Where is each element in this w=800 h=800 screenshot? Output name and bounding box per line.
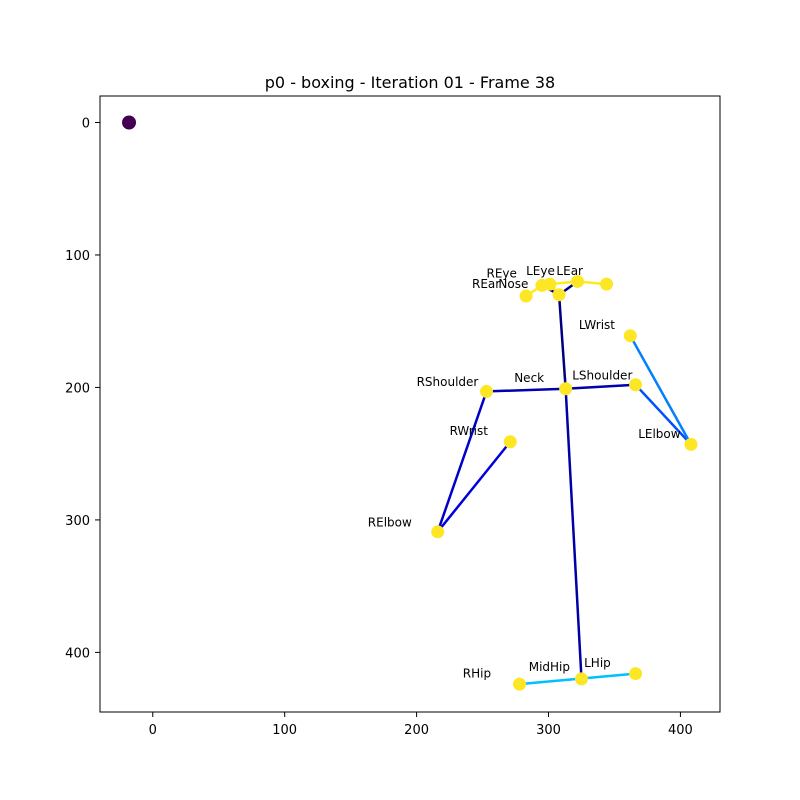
bone-nose-neck [557, 293, 567, 391]
x-tick-label: 300 [536, 723, 561, 738]
joint-point-neck [559, 382, 573, 396]
joint-label-leye: LEye [526, 264, 555, 278]
bone-rshoulder-relbow [436, 390, 488, 534]
x-tick-label: 0 [149, 723, 157, 738]
joint-point-lwrist [623, 329, 637, 343]
bone-lelbow-lwrist [629, 334, 693, 446]
joint-point-lshoulder [629, 378, 643, 392]
joint-point-midhip [574, 672, 588, 686]
joint-point-rwrist [503, 435, 517, 449]
origin-point [122, 115, 137, 130]
plot-frame [99, 95, 721, 713]
bone-neck-midhip [564, 387, 583, 681]
joint-label-lshoulder: LShoulder [572, 368, 632, 382]
joint-label-lelbow: LElbow [638, 427, 681, 441]
joint-label-rwrist: RWrist [450, 424, 489, 438]
joint-label-midhip: MidHip [529, 660, 570, 674]
x-tick-label: 200 [404, 723, 429, 738]
joint-point-rshoulder [480, 384, 494, 398]
chart-title: p0 - boxing - Iteration 01 - Frame 38 [265, 73, 555, 92]
joint-point-rightearpt [600, 277, 614, 291]
y-tick-label: 200 [65, 381, 90, 396]
bone-relbow-rwrist [436, 440, 512, 534]
y-tick-label: 400 [65, 646, 90, 661]
y-tick-label: 300 [65, 514, 90, 529]
joint-point-rhip [512, 677, 526, 691]
joint-point-rear [519, 289, 533, 303]
joint-label-reye: REye [487, 266, 517, 280]
joint-label-lear: LEar [556, 264, 583, 278]
x-tick-label: 100 [272, 723, 297, 738]
joint-point-lhip [629, 667, 643, 681]
joint-label-rshoulder: RShoulder [417, 375, 479, 389]
joint-point-lelbow [684, 437, 698, 451]
joints-layer [122, 115, 698, 691]
joint-label-rear: REar [472, 277, 500, 291]
joint-label-lhip: LHip [584, 656, 611, 670]
joint-point-relbow [431, 525, 445, 539]
y-tick-label: 100 [65, 249, 90, 264]
joint-label-rhip: RHip [463, 667, 491, 681]
joint-point-leye [543, 277, 557, 291]
axes-layer: 0 100 200 300 400 0 100 200 300 400 [65, 95, 721, 738]
x-tick-label: 400 [668, 723, 693, 738]
joint-label-relbow: RElbow [368, 516, 412, 530]
bone-neck-lshoulder [564, 383, 637, 391]
bone-lshoulder-lelbow [634, 383, 693, 446]
y-tick-label: 0 [82, 116, 90, 131]
joint-label-nose: Nose [498, 277, 528, 291]
joint-label-neck: Neck [514, 371, 544, 385]
joint-label-lwrist: LWrist [579, 318, 615, 332]
bones-layer [436, 280, 693, 686]
bone-neck-rshoulder [485, 387, 567, 393]
joint-point-lear [571, 274, 585, 288]
joint-point-nose [552, 288, 566, 302]
